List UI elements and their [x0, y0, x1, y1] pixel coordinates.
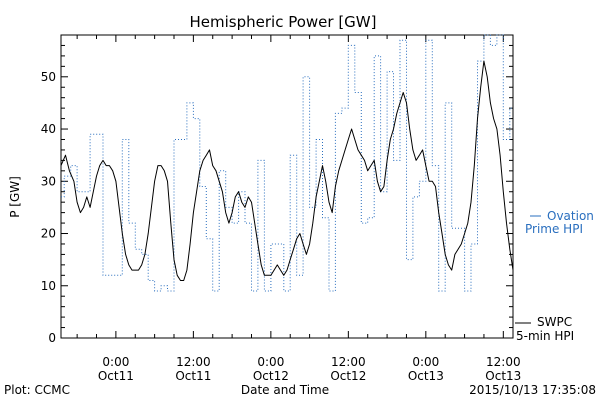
y-tick-label: 40: [41, 122, 56, 136]
x-tick-label-time: 0:00: [257, 355, 284, 369]
axes: 010203040500:00Oct1112:00Oct110:00Oct121…: [41, 34, 521, 383]
y-tick-label: 10: [41, 279, 56, 293]
x-tick-label-date: Oct13: [408, 369, 444, 383]
x-tick-label-date: Oct11: [98, 369, 134, 383]
y-axis-label: P [GW]: [8, 176, 22, 218]
x-axis-label: Date and Time: [241, 383, 329, 397]
legend-swpc-line1: SWPC: [537, 315, 572, 329]
x-tick-label-date: Oct11: [175, 369, 211, 383]
legend-swpc: SWPC 5-min HPI: [515, 315, 574, 343]
x-tick-label-date: Oct12: [330, 369, 366, 383]
legend-swpc-line2: 5-min HPI: [516, 329, 574, 343]
legend-ovation-line2: Prime HPI: [525, 222, 583, 236]
chart-title: Hemispheric Power [GW]: [190, 13, 377, 31]
x-tick-label-time: 0:00: [412, 355, 439, 369]
ovation-prime-hpi-line: [61, 34, 513, 292]
y-tick-label: 0: [48, 331, 56, 345]
plot-credit: Plot: CCMC: [4, 383, 70, 397]
y-tick-label: 20: [41, 227, 56, 241]
series-swpc-5min-hpi: [60, 60, 514, 281]
series-ovation-prime-hpi: [61, 34, 513, 292]
y-tick-label: 50: [41, 70, 56, 84]
x-tick-label-time: 12:00: [176, 355, 211, 369]
swpc-hpi-line: [60, 60, 514, 281]
x-tick-label-date: Oct13: [485, 369, 521, 383]
x-tick-label-time: 12:00: [486, 355, 521, 369]
legend-ovation: Ovation Prime HPI: [525, 209, 594, 236]
x-tick-label-time: 0:00: [102, 355, 129, 369]
legend-ovation-line1: Ovation: [547, 209, 594, 223]
x-tick-label-time: 12:00: [331, 355, 366, 369]
x-tick-label-date: Oct12: [253, 369, 289, 383]
plot-timestamp: 2015/10/13 17:35:08: [469, 383, 596, 397]
y-tick-label: 30: [41, 174, 56, 188]
